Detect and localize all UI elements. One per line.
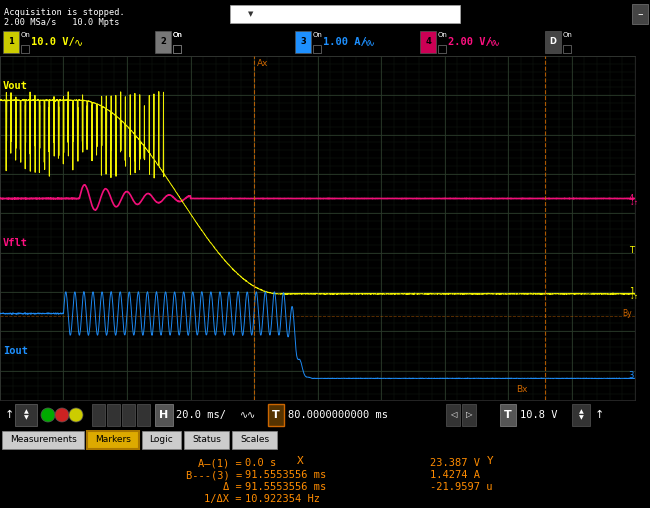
Text: -21.9597 u: -21.9597 u bbox=[430, 482, 493, 492]
Text: ↑: ↑ bbox=[595, 410, 604, 420]
Bar bbox=[446, 404, 460, 426]
Bar bbox=[268, 404, 284, 426]
Text: ∿∿: ∿∿ bbox=[240, 410, 256, 420]
Bar bbox=[420, 31, 436, 53]
Text: Vflt: Vflt bbox=[3, 238, 28, 248]
Text: Measurements: Measurements bbox=[10, 435, 77, 444]
Text: ▷: ▷ bbox=[466, 410, 473, 420]
Text: ▼: ▼ bbox=[248, 11, 254, 17]
Text: 10.0 V/: 10.0 V/ bbox=[31, 37, 75, 47]
Text: 10.8 V: 10.8 V bbox=[520, 410, 558, 420]
Text: 0.0 s: 0.0 s bbox=[245, 458, 276, 468]
Circle shape bbox=[55, 408, 69, 422]
Text: 3: 3 bbox=[300, 38, 306, 47]
Bar bbox=[107, 404, 120, 426]
Text: Scales: Scales bbox=[240, 435, 269, 444]
Text: 91.5553556 ms: 91.5553556 ms bbox=[245, 482, 326, 492]
Text: 1.00 A/: 1.00 A/ bbox=[323, 37, 367, 47]
Bar bbox=[87, 431, 139, 449]
Text: 2.00 V/: 2.00 V/ bbox=[448, 37, 492, 47]
Bar bbox=[230, 5, 460, 23]
Text: 4: 4 bbox=[629, 194, 634, 203]
Text: Y: Y bbox=[487, 456, 493, 466]
Text: ∿: ∿ bbox=[362, 37, 371, 47]
Text: Iout: Iout bbox=[3, 346, 28, 356]
Text: Acquisition is stopped.: Acquisition is stopped. bbox=[4, 8, 125, 17]
Bar bbox=[500, 404, 516, 426]
Bar bbox=[142, 431, 181, 449]
Text: 1.4274 A: 1.4274 A bbox=[430, 470, 480, 480]
Bar bbox=[563, 45, 571, 53]
Text: Δ =: Δ = bbox=[223, 482, 242, 492]
Text: On: On bbox=[438, 32, 448, 38]
Text: 3: 3 bbox=[629, 371, 634, 380]
Bar bbox=[295, 31, 311, 53]
Text: ↓↑: ↓↑ bbox=[630, 295, 640, 300]
Text: Status: Status bbox=[192, 435, 221, 444]
Text: Vout: Vout bbox=[3, 81, 28, 90]
Bar bbox=[313, 45, 321, 53]
Text: 1: 1 bbox=[8, 38, 14, 47]
Text: 91.5553556 ms: 91.5553556 ms bbox=[245, 470, 326, 480]
Bar bbox=[21, 45, 29, 53]
Text: 2.00 MSa/s   10.0 Mpts: 2.00 MSa/s 10.0 Mpts bbox=[4, 18, 120, 27]
Bar bbox=[572, 404, 590, 426]
Text: A—(1) =: A—(1) = bbox=[198, 458, 242, 468]
Text: On: On bbox=[21, 32, 31, 38]
Bar bbox=[632, 4, 648, 24]
Text: –: – bbox=[637, 9, 643, 19]
Text: X: X bbox=[296, 456, 304, 466]
Text: T: T bbox=[272, 410, 280, 420]
Text: ∿: ∿ bbox=[491, 37, 500, 47]
Text: Ax: Ax bbox=[257, 59, 268, 68]
Text: 80.0000000000 ms: 80.0000000000 ms bbox=[288, 410, 388, 420]
Bar bbox=[173, 45, 181, 53]
Bar bbox=[3, 31, 19, 53]
Text: 1/ΔX =: 1/ΔX = bbox=[205, 494, 242, 504]
Text: 20.0 ms/: 20.0 ms/ bbox=[176, 410, 226, 420]
Text: B---(3) =: B---(3) = bbox=[186, 470, 242, 480]
Text: D: D bbox=[549, 38, 556, 47]
Text: 23.387 V: 23.387 V bbox=[430, 458, 480, 468]
Bar bbox=[462, 404, 476, 426]
Bar bbox=[232, 431, 277, 449]
Text: T: T bbox=[629, 245, 634, 255]
Bar bbox=[2, 431, 84, 449]
Text: ∿: ∿ bbox=[487, 37, 497, 47]
Circle shape bbox=[69, 408, 83, 422]
Text: On: On bbox=[173, 32, 183, 38]
Text: Bx: Bx bbox=[516, 385, 528, 394]
Text: On: On bbox=[173, 32, 183, 38]
Bar bbox=[122, 404, 135, 426]
Text: 1: 1 bbox=[629, 288, 634, 296]
Text: H: H bbox=[159, 410, 168, 420]
Text: 10.922354 Hz: 10.922354 Hz bbox=[245, 494, 320, 504]
Text: ◁: ◁ bbox=[450, 410, 456, 420]
Text: ↑: ↑ bbox=[5, 410, 14, 420]
Text: Markers: Markers bbox=[95, 435, 131, 444]
Bar bbox=[137, 404, 150, 426]
Bar bbox=[545, 31, 561, 53]
Bar bbox=[155, 31, 171, 53]
Text: Logic: Logic bbox=[150, 435, 173, 444]
Text: By: By bbox=[622, 309, 632, 318]
Text: ▲
▼: ▲ ▼ bbox=[23, 409, 29, 421]
Text: On: On bbox=[563, 32, 573, 38]
Bar bbox=[155, 404, 173, 426]
Text: T: T bbox=[504, 410, 512, 420]
Text: ∿: ∿ bbox=[365, 37, 375, 47]
Bar bbox=[184, 431, 229, 449]
Text: ∿: ∿ bbox=[73, 37, 83, 47]
Bar bbox=[92, 404, 105, 426]
Circle shape bbox=[41, 408, 55, 422]
Bar bbox=[15, 404, 37, 426]
Text: ↓↑: ↓↑ bbox=[630, 201, 640, 206]
Bar bbox=[173, 45, 181, 53]
Text: On: On bbox=[313, 32, 323, 38]
Text: ▲
▼: ▲ ▼ bbox=[578, 409, 584, 421]
Bar bbox=[438, 45, 446, 53]
Text: 4: 4 bbox=[425, 38, 431, 47]
Text: 2: 2 bbox=[160, 38, 166, 47]
